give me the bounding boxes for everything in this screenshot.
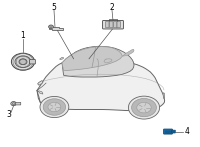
Polygon shape <box>38 81 43 85</box>
Circle shape <box>128 96 160 119</box>
Text: 5: 5 <box>52 3 56 12</box>
FancyBboxPatch shape <box>109 22 113 27</box>
Text: 1: 1 <box>21 31 25 40</box>
Circle shape <box>11 102 16 106</box>
Polygon shape <box>122 49 134 56</box>
Polygon shape <box>60 57 64 59</box>
Circle shape <box>12 103 15 105</box>
Polygon shape <box>49 27 63 30</box>
FancyBboxPatch shape <box>105 22 109 27</box>
Text: 2: 2 <box>110 3 114 12</box>
Circle shape <box>50 26 52 28</box>
Circle shape <box>43 99 66 115</box>
Polygon shape <box>37 59 165 111</box>
Circle shape <box>48 102 61 112</box>
FancyBboxPatch shape <box>171 130 175 133</box>
Circle shape <box>15 56 31 68</box>
FancyBboxPatch shape <box>113 22 117 27</box>
Polygon shape <box>38 91 43 94</box>
Circle shape <box>11 53 35 70</box>
FancyBboxPatch shape <box>16 102 21 105</box>
Polygon shape <box>62 46 134 77</box>
Circle shape <box>19 59 27 65</box>
Polygon shape <box>62 47 122 71</box>
Circle shape <box>49 25 53 29</box>
FancyBboxPatch shape <box>30 60 35 64</box>
FancyBboxPatch shape <box>103 20 123 29</box>
FancyBboxPatch shape <box>164 129 172 134</box>
Circle shape <box>132 98 156 117</box>
Text: 3: 3 <box>7 110 11 119</box>
FancyBboxPatch shape <box>117 22 121 27</box>
Polygon shape <box>163 93 165 98</box>
Circle shape <box>40 96 69 118</box>
Circle shape <box>137 102 151 113</box>
Text: 4: 4 <box>185 127 189 136</box>
